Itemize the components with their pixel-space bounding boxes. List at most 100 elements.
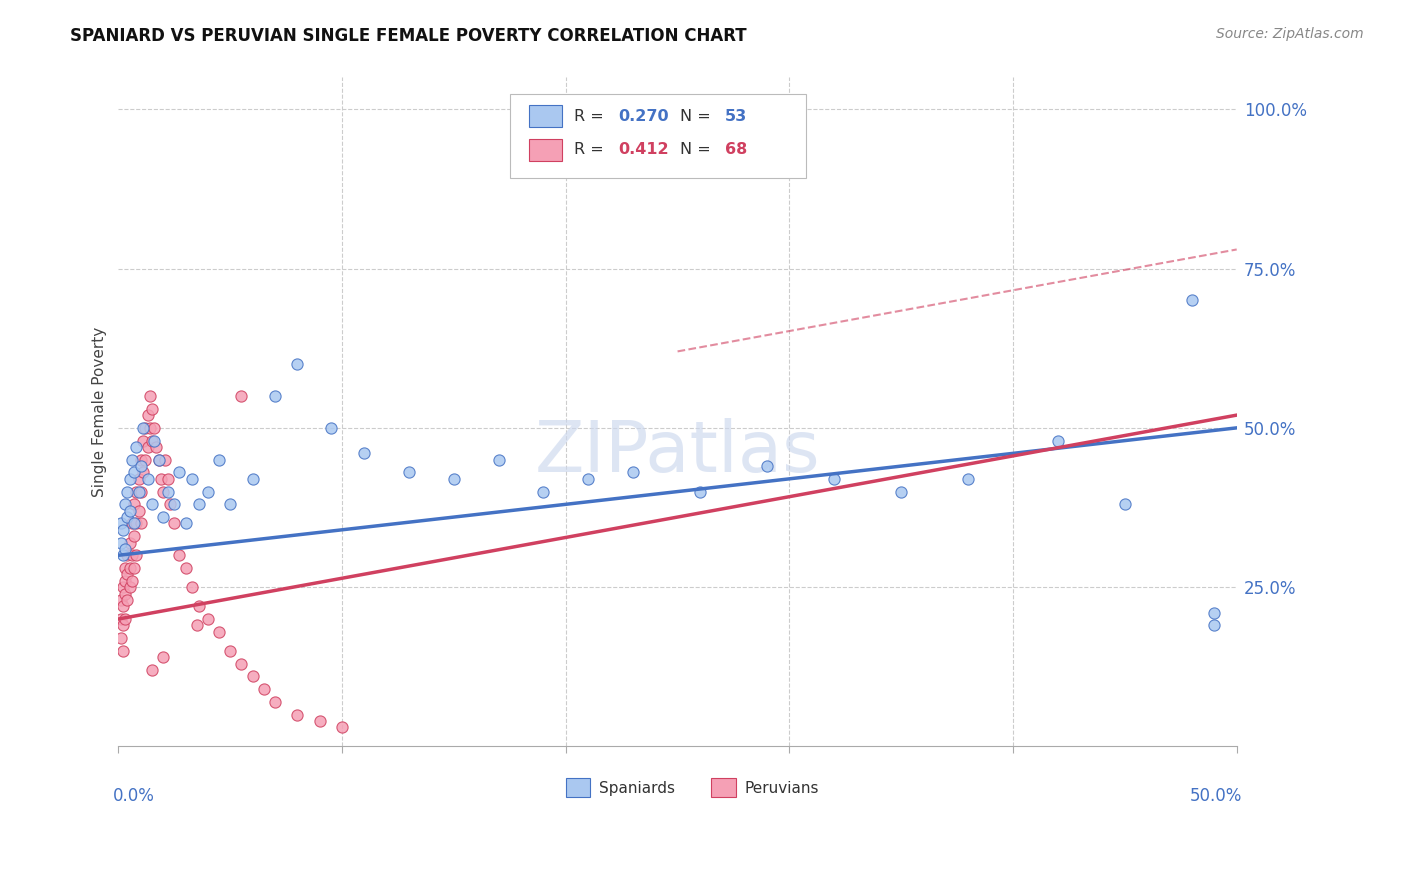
Point [114,612,136,626]
Point [118,535,141,549]
Point [139,421,162,435]
Point [689,484,711,499]
Bar [565,778,591,797]
Point [152,650,174,665]
Point [141,663,163,677]
Point [118,561,141,575]
Point [156,484,179,499]
Point [197,612,219,626]
Point [174,516,197,531]
Point [129,516,152,531]
Point [253,682,276,697]
Point [122,516,145,531]
Point [132,434,155,448]
Point [231,657,253,671]
Text: R =: R = [574,109,609,123]
Bar [529,105,562,127]
Point [118,504,141,518]
Text: 68: 68 [724,143,747,157]
Point [167,549,190,563]
Point [890,484,912,499]
Point [121,574,143,588]
Point [128,472,150,486]
Point [117,567,139,582]
Point [576,472,599,486]
Point [148,452,170,467]
Point [159,497,181,511]
Text: N =: N = [681,109,716,123]
Point [141,497,163,511]
Point [163,497,186,511]
Point [756,459,779,474]
Point [745,103,768,117]
Point [443,472,465,486]
Point [129,484,152,499]
Point [152,510,174,524]
Point [114,497,136,511]
Point [308,714,330,728]
Point [219,497,242,511]
Point [136,472,159,486]
Point [823,472,845,486]
Point [114,586,136,600]
Point [330,720,353,734]
Text: R =: R = [574,143,609,157]
Point [122,561,145,575]
Point [136,440,159,454]
Point [111,523,134,537]
Point [1046,434,1069,448]
Point [219,644,242,658]
Y-axis label: Single Female Poverty: Single Female Poverty [93,326,107,497]
Point [242,669,264,683]
Point [152,484,174,499]
Point [110,631,132,645]
Point [186,618,208,632]
Point [132,466,155,480]
Point [134,452,156,467]
Point [118,580,141,594]
Point [163,516,186,531]
Point [110,535,132,549]
Point [208,452,231,467]
Point [118,472,141,486]
Point [197,484,219,499]
Point [167,466,190,480]
Text: Source: ZipAtlas.com: Source: ZipAtlas.com [1216,27,1364,41]
Point [111,549,134,563]
Point [174,561,197,575]
Point [117,593,139,607]
Point [531,484,554,499]
Point [957,472,980,486]
Point [110,593,132,607]
Point [188,497,211,511]
Point [149,472,172,486]
Point [242,472,264,486]
Point [132,421,155,435]
Point [111,599,134,614]
Point [621,466,644,480]
Point [117,510,139,524]
Point [148,452,170,467]
Point [264,389,287,403]
Point [121,516,143,531]
Point [488,452,510,467]
Point [110,516,132,531]
Point [181,580,204,594]
Point [122,497,145,511]
Text: 0.270: 0.270 [619,109,669,123]
Point [111,580,134,594]
Point [125,549,148,563]
Text: Peruvians: Peruvians [745,781,820,796]
Point [110,612,132,626]
Point [122,529,145,543]
Point [125,440,148,454]
FancyBboxPatch shape [510,95,806,178]
Text: 0.0%: 0.0% [112,787,155,805]
Point [143,421,166,435]
Point [141,401,163,416]
Point [134,421,156,435]
Point [128,484,150,499]
Point [111,618,134,632]
Point [264,695,287,709]
Text: ZIPatlas: ZIPatlas [534,417,820,486]
